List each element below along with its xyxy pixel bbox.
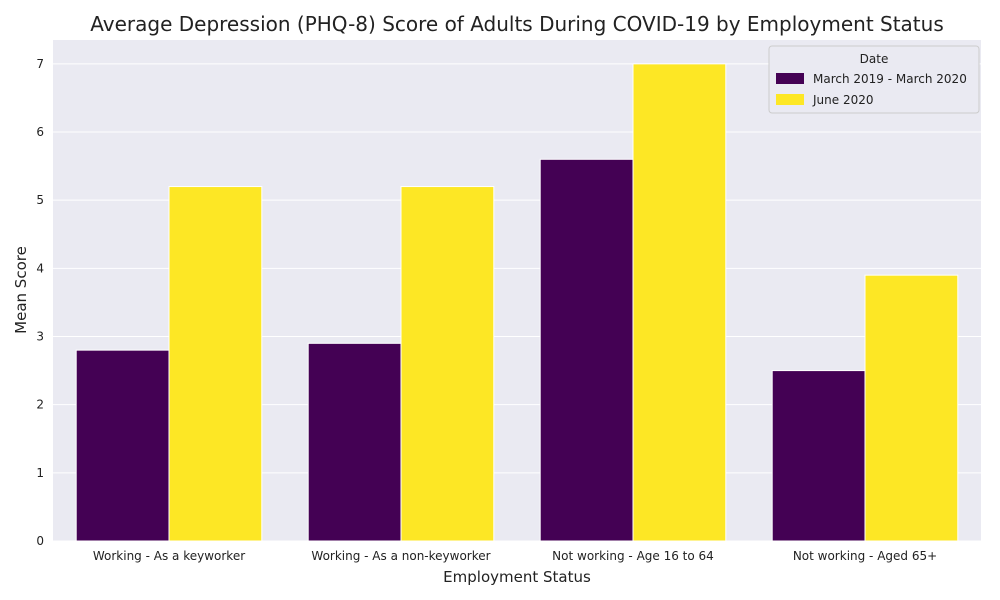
bars [75, 63, 959, 542]
y-tick-label-6: 6 [36, 125, 44, 139]
y-tick-label-4: 4 [36, 261, 44, 275]
x-tick-label-working-as-a-non-keyworker: Working - As a non-keyworker [311, 549, 490, 563]
x-tick-label-not-working-aged-65: Not working - Aged 65+ [793, 549, 937, 563]
bar-june-2020-not-working-aged-65 [864, 274, 959, 542]
bar-march-2019-march-2020-working-as-a-keyworker [75, 349, 170, 542]
x-tick-label-working-as-a-keyworker: Working - As a keyworker [93, 549, 245, 563]
bar-march-2019-march-2020-not-working-aged-65 [771, 370, 866, 542]
legend-swatch-june-2020 [776, 94, 804, 105]
y-tick-label-1: 1 [36, 466, 44, 480]
y-tick-label-7: 7 [36, 57, 44, 71]
y-ticks: 0 1 2 3 4 5 6 7 [36, 57, 44, 548]
x-ticks: Working - As a keyworker Working - As a n… [93, 549, 937, 563]
y-tick-label-2: 2 [36, 398, 44, 412]
y-tick-label-3: 3 [36, 330, 44, 344]
y-tick-label-5: 5 [36, 193, 44, 207]
bar-march-2019-march-2020-working-as-a-non-keyworker [307, 342, 402, 542]
bar-march-2019-march-2020-not-working-age-16-to-64 [539, 158, 634, 542]
bar-june-2020-working-as-a-keyworker [168, 186, 263, 542]
legend: Date March 2019 - March 2020 June 2020 [768, 45, 980, 114]
legend-label-june-2020: June 2020 [812, 93, 874, 107]
legend-label-march-2019: March 2019 - March 2020 [813, 72, 967, 86]
x-tick-label-not-working-age-16-to-64: Not working - Age 16 to 64 [552, 549, 714, 563]
bar-june-2020-not-working-age-16-to-64 [632, 63, 727, 542]
y-tick-label-0: 0 [36, 534, 44, 548]
y-axis-label: Mean Score [12, 246, 30, 334]
legend-box [768, 45, 980, 114]
legend-title: Date [860, 52, 889, 66]
x-axis-label: Employment Status [443, 568, 591, 586]
chart-title: Average Depression (PHQ-8) Score of Adul… [90, 12, 944, 36]
legend-swatch-march-2019 [776, 73, 804, 84]
bar-june-2020-working-as-a-non-keyworker [400, 186, 495, 542]
